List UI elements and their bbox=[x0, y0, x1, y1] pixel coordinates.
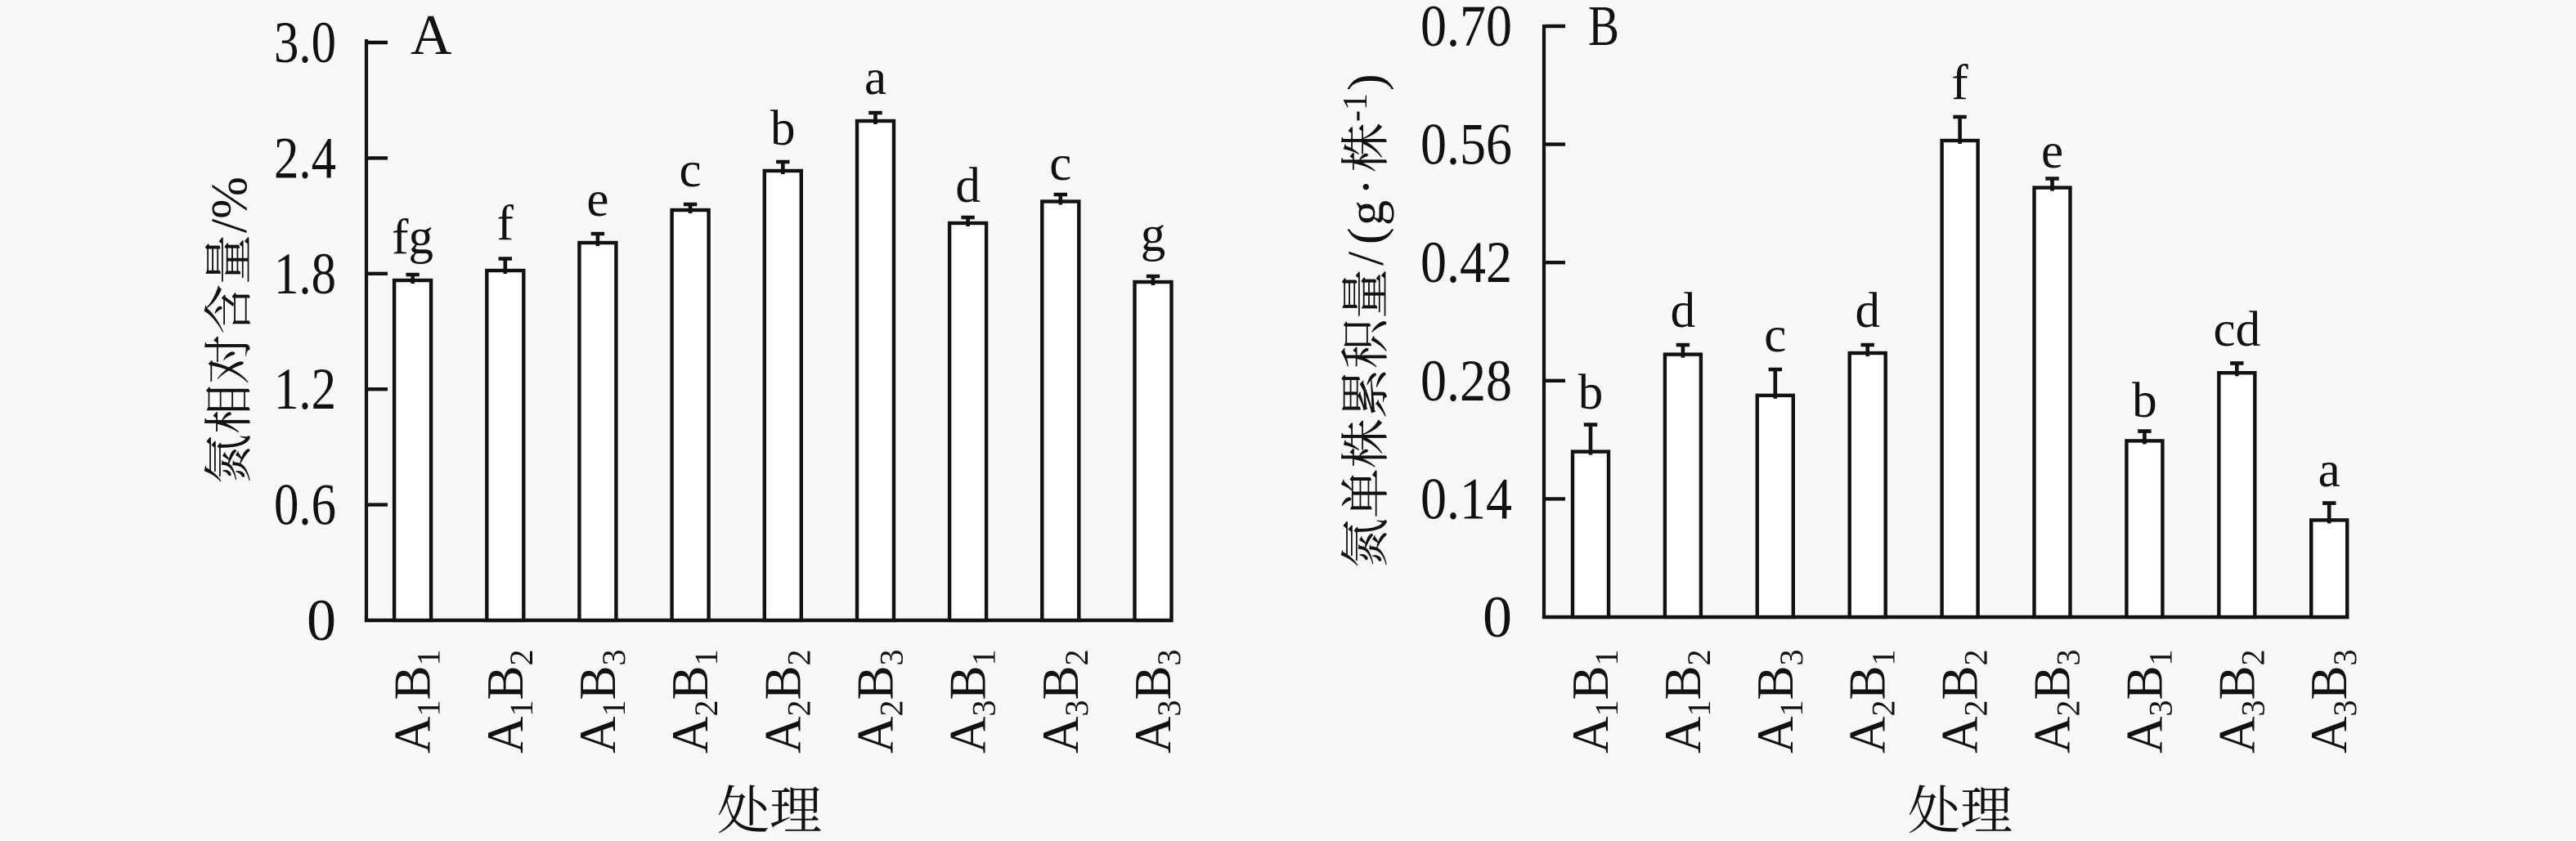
svg-text:a: a bbox=[864, 51, 886, 105]
svg-text:A3B3: A3B3 bbox=[1124, 649, 1187, 754]
svg-text:A1B2: A1B2 bbox=[477, 649, 540, 754]
svg-text:/: / bbox=[1339, 251, 1394, 266]
svg-text:f: f bbox=[497, 196, 514, 251]
svg-text:A2B1: A2B1 bbox=[662, 649, 725, 754]
svg-text:0.70: 0.70 bbox=[1420, 0, 1512, 59]
svg-text:b: b bbox=[770, 101, 796, 156]
svg-text:A1B1: A1B1 bbox=[384, 649, 447, 754]
svg-text:A: A bbox=[411, 4, 452, 67]
svg-text:c: c bbox=[1764, 308, 1786, 363]
svg-text:c: c bbox=[1049, 136, 1071, 191]
svg-text:(: ( bbox=[1339, 227, 1394, 244]
svg-text:g: g bbox=[1141, 208, 1166, 262]
svg-text:A1B2: A1B2 bbox=[1654, 649, 1717, 754]
svg-text:-1: -1 bbox=[1337, 93, 1375, 122]
svg-text:0.28: 0.28 bbox=[1420, 348, 1512, 414]
svg-text:A3B2: A3B2 bbox=[2208, 649, 2271, 754]
svg-text:0: 0 bbox=[1483, 584, 1512, 650]
svg-text:0.56: 0.56 bbox=[1420, 112, 1512, 177]
svg-text:f: f bbox=[1951, 56, 1968, 110]
svg-text:1.8: 1.8 bbox=[274, 241, 336, 306]
svg-text:): ) bbox=[1339, 74, 1394, 91]
svg-text:fg: fg bbox=[392, 210, 433, 265]
svg-text:3.0: 3.0 bbox=[274, 10, 336, 75]
svg-text:A3B1: A3B1 bbox=[2116, 649, 2179, 754]
svg-text:A3B3: A3B3 bbox=[2300, 649, 2363, 754]
svg-text:A2B3: A2B3 bbox=[847, 649, 910, 754]
svg-text:A2B2: A2B2 bbox=[1932, 649, 1995, 754]
svg-text:0.6: 0.6 bbox=[274, 472, 336, 538]
svg-text:·: · bbox=[1339, 178, 1394, 195]
svg-text:b: b bbox=[1578, 365, 1604, 420]
svg-text:c: c bbox=[680, 143, 702, 198]
svg-text:0.14: 0.14 bbox=[1420, 466, 1512, 531]
svg-text:e: e bbox=[2041, 124, 2063, 179]
svg-text:g: g bbox=[1339, 200, 1394, 226]
svg-text:/%: /% bbox=[202, 177, 258, 233]
svg-text:A2B2: A2B2 bbox=[754, 649, 817, 754]
svg-text:A1B3: A1B3 bbox=[569, 649, 632, 754]
svg-text:A3B2: A3B2 bbox=[1032, 649, 1095, 754]
svg-text:A2B1: A2B1 bbox=[1839, 649, 1902, 754]
svg-text:cd: cd bbox=[2214, 302, 2261, 357]
svg-text:a: a bbox=[2318, 443, 2340, 498]
svg-text:b: b bbox=[2132, 374, 2157, 428]
svg-text:0.42: 0.42 bbox=[1420, 230, 1512, 295]
svg-text:A2B3: A2B3 bbox=[2024, 649, 2087, 754]
svg-text:A1B3: A1B3 bbox=[1747, 649, 1810, 754]
svg-text:e: e bbox=[586, 172, 608, 227]
svg-text:A1B1: A1B1 bbox=[1562, 649, 1625, 754]
svg-text:d: d bbox=[1855, 284, 1880, 338]
svg-text:A3B1: A3B1 bbox=[940, 649, 1003, 754]
svg-text:d: d bbox=[955, 159, 981, 213]
svg-text:0: 0 bbox=[307, 588, 336, 653]
svg-text:1.2: 1.2 bbox=[274, 356, 336, 422]
svg-text:d: d bbox=[1671, 284, 1696, 338]
svg-text:B: B bbox=[1588, 0, 1619, 58]
svg-text:2.4: 2.4 bbox=[274, 125, 336, 190]
